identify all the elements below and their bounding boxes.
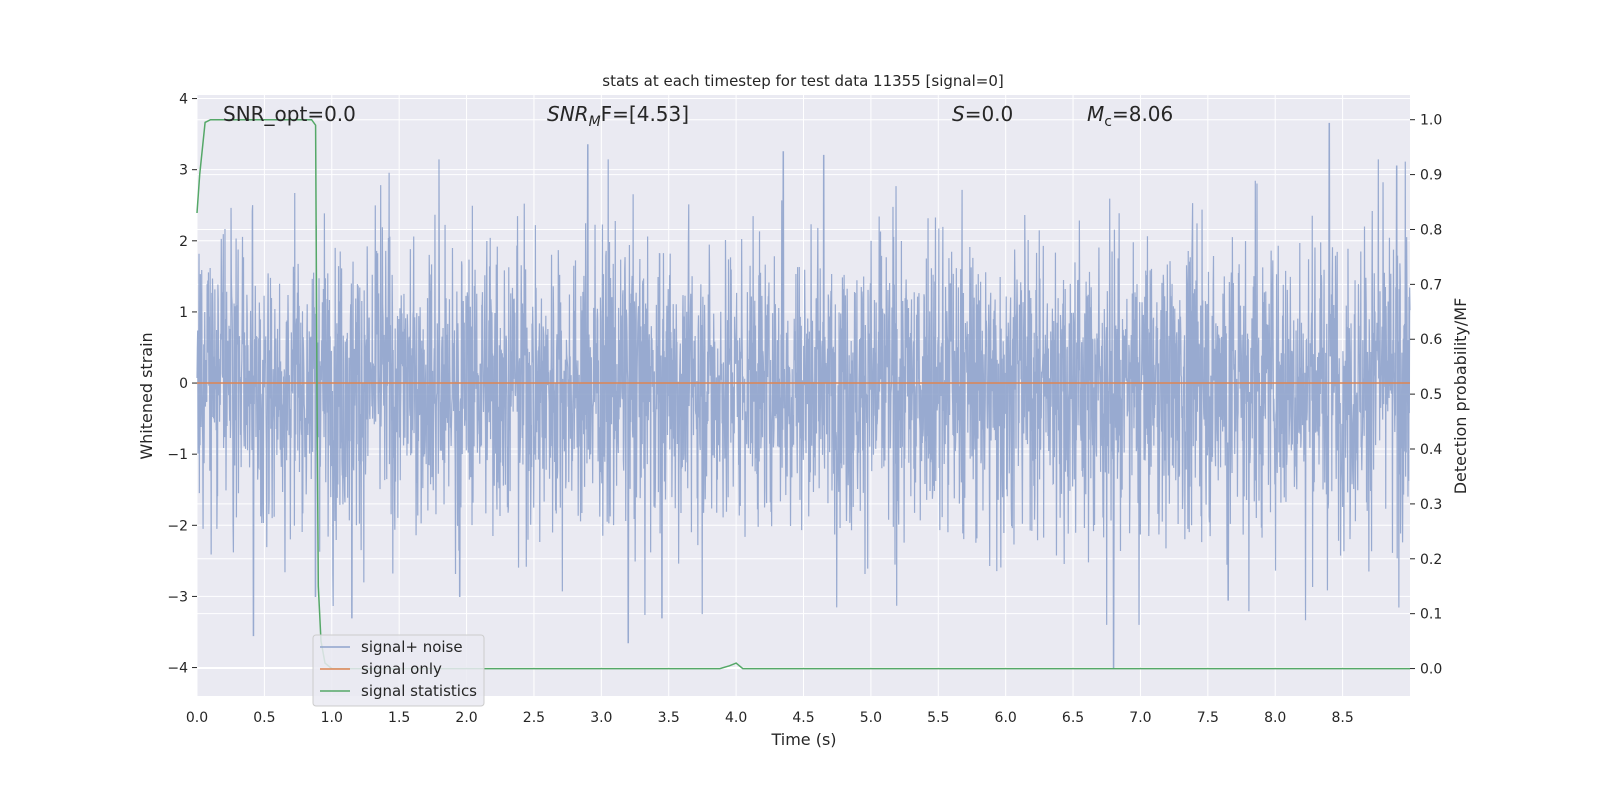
y-tick-label: −3 <box>167 589 188 605</box>
y2-axis-ticks: 1.0 0.9 0.8 0.7 0.6 0.5 0.4 0.3 0.2 0.1 0.0 <box>1410 113 1442 678</box>
legend-label-signal-only: signal only <box>361 660 442 678</box>
y-axis-ticks: 4 3 2 1 0 −1 −2 −3 −4 <box>167 92 197 677</box>
y-tick-label: −1 <box>167 447 188 463</box>
x-tick-label: 1.0 <box>321 710 343 726</box>
annotation-snr-mf: SNRMF=[4.53] <box>547 102 689 130</box>
legend: signal+ noise signal only signal statist… <box>312 634 485 707</box>
x-tick-label: 2.0 <box>455 710 477 726</box>
x-tick-label: 0.5 <box>253 710 275 726</box>
annotation-s-base: S <box>952 102 965 126</box>
y2-tick-label: 0.7 <box>1420 277 1442 293</box>
y-tick-label: 0 <box>179 376 188 392</box>
y2-tick-label: 0.8 <box>1420 222 1442 238</box>
y2-tick-label: 0.6 <box>1420 332 1442 348</box>
y2-tick-label: 0.9 <box>1420 168 1442 184</box>
x-tick-label: 8.0 <box>1264 710 1286 726</box>
y-tick-label: 1 <box>179 305 188 321</box>
annotation-s-tail: =0.0 <box>965 102 1014 126</box>
annotation-snr-opt: SNR_opt=0.0 <box>223 102 356 126</box>
x-tick-label: 0.0 <box>186 710 208 726</box>
y-axis-label: Whitened strain <box>137 332 156 459</box>
x-tick-label: 1.5 <box>388 710 410 726</box>
y2-tick-label: 0.0 <box>1420 662 1442 678</box>
annotation-mc-tail: =8.06 <box>1112 102 1173 126</box>
x-tick-label: 4.5 <box>792 710 814 726</box>
y2-tick-label: 0.1 <box>1420 607 1442 623</box>
x-tick-label: 4.0 <box>725 710 747 726</box>
x-axis-ticks: 0.0 0.5 1.0 1.5 2.0 2.5 3.0 3.5 4.0 4.5 5.0 5.5 6.0 6… <box>186 710 1354 726</box>
y2-tick-label: 0.5 <box>1420 387 1442 403</box>
x-tick-label: 5.0 <box>860 710 882 726</box>
legend-label-signal-statistics: signal statistics <box>361 682 477 700</box>
y2-tick-label: 0.4 <box>1420 442 1442 458</box>
legend-box <box>312 634 485 707</box>
annotation-snr-mf-base: SNR <box>547 102 589 126</box>
x-tick-label: 3.0 <box>590 710 612 726</box>
annotation-mc-base: M <box>1087 102 1104 126</box>
x-tick-label: 8.5 <box>1331 710 1353 726</box>
chart-title: stats at each timestep for test data 113… <box>602 72 1003 90</box>
y2-tick-label: 0.3 <box>1420 497 1442 513</box>
y-tick-label: −4 <box>167 661 188 677</box>
y-tick-label: 3 <box>179 163 188 179</box>
y2-axis-label: Detection probability/MF <box>1451 298 1470 495</box>
y2-tick-label: 0.2 <box>1420 552 1442 568</box>
annotation-mc-sub: c <box>1104 114 1112 130</box>
x-tick-label: 5.5 <box>927 710 949 726</box>
annotation-snr-mf-sub: M <box>589 114 601 130</box>
y2-tick-label: 1.0 <box>1420 113 1442 129</box>
x-tick-label: 2.5 <box>523 710 545 726</box>
x-axis-label: Time (s) <box>770 730 836 749</box>
x-tick-label: 6.0 <box>995 710 1017 726</box>
annotation-snr-mf-tail: F=[4.53] <box>601 102 689 126</box>
series-signal-noise <box>196 122 1411 669</box>
signal-noise-trace <box>196 122 1411 669</box>
y-tick-label: 2 <box>179 234 188 250</box>
x-tick-label: 7.0 <box>1129 710 1151 726</box>
x-tick-label: 6.5 <box>1062 710 1084 726</box>
x-tick-label: 7.5 <box>1197 710 1219 726</box>
y-tick-label: −2 <box>167 518 188 534</box>
annotation-s: S=0.0 <box>952 102 1013 126</box>
annotation-mc: Mc=8.06 <box>1087 102 1173 130</box>
x-tick-label: 3.5 <box>658 710 680 726</box>
legend-label-signal-noise: signal+ noise <box>361 638 463 656</box>
y-tick-label: 4 <box>179 92 188 108</box>
